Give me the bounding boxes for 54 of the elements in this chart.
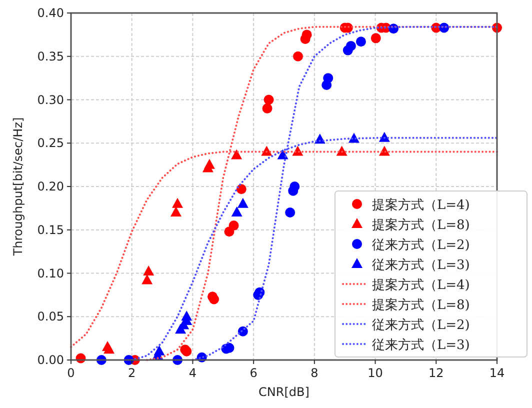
point — [154, 345, 165, 356]
legend-label: 従来方式（L=2) — [372, 317, 470, 333]
point — [378, 146, 390, 156]
point — [231, 149, 242, 160]
x-tick-label: 12 — [428, 366, 444, 380]
x-tick-label: 2 — [128, 366, 136, 380]
x-tick-label: 6 — [250, 366, 258, 380]
point — [261, 146, 272, 156]
legend-label: 提案方式（L=8) — [372, 297, 470, 313]
legend-label: 従来方式（L=2) — [372, 237, 470, 253]
y-tick-label: 0.05 — [37, 310, 64, 324]
y-tick-label: 0.10 — [37, 266, 64, 280]
x-tick-label: 10 — [368, 366, 383, 380]
legend-label: 提案方式（L=4) — [372, 277, 470, 293]
x-axis-title: CNR[dB] — [258, 385, 310, 399]
point — [172, 198, 183, 208]
y-tick-label: 0.20 — [37, 180, 64, 194]
point — [290, 182, 300, 192]
y-tick-label: 0.40 — [37, 6, 64, 20]
point — [228, 220, 239, 231]
point — [346, 40, 356, 51]
point — [231, 206, 242, 217]
y-tick-label: 0.25 — [37, 136, 64, 150]
point — [209, 294, 220, 304]
point — [181, 310, 192, 321]
y-tick-label: 0.15 — [37, 222, 64, 237]
y-tick-label: 0.00 — [37, 353, 64, 367]
legend-label: 従来方式（L=3) — [372, 337, 470, 353]
point — [370, 33, 381, 44]
x-tick-label: 4 — [188, 366, 197, 380]
point — [264, 94, 274, 105]
legend-label: 提案方式（L=8) — [372, 217, 470, 233]
point — [262, 103, 272, 114]
y-axis-title: Throughput[bit/sec/Hz] — [11, 117, 25, 257]
point — [356, 36, 366, 47]
point — [143, 266, 154, 276]
point — [204, 158, 215, 169]
point — [323, 73, 334, 84]
x-tick-label: 14 — [489, 366, 505, 380]
point — [237, 198, 248, 208]
point — [170, 206, 182, 217]
legend-label: 提案方式（L=4) — [372, 197, 470, 213]
point — [336, 146, 348, 156]
point — [302, 30, 312, 40]
y-tick-label: 0.35 — [37, 49, 64, 64]
y-tick-label: 0.30 — [37, 92, 64, 107]
x-tick-label: 8 — [310, 366, 318, 380]
point — [285, 208, 296, 218]
legend-label: 従来方式（L=3) — [372, 257, 470, 273]
point — [292, 51, 303, 62]
x-tick-label: 0 — [67, 366, 75, 380]
point — [104, 344, 115, 354]
point — [236, 184, 246, 194]
point — [142, 274, 153, 284]
